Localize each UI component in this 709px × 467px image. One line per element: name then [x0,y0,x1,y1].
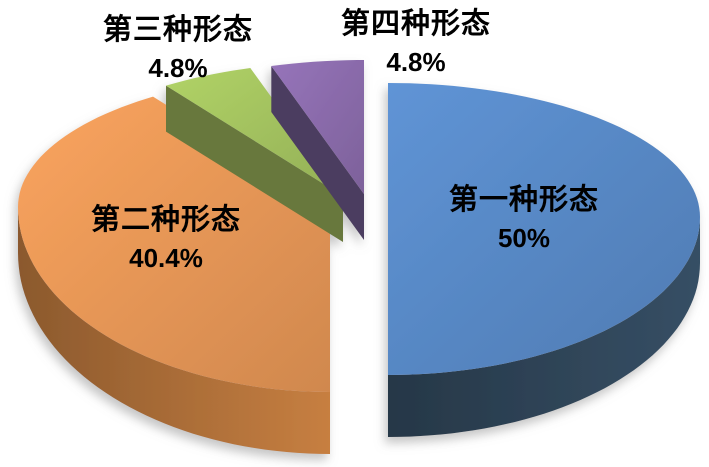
slice-value-first: 50% [497,223,551,254]
slice-label-third: 第三种形态 4.8% [58,14,298,84]
pie-slice-4 [271,60,364,240]
slice-name-second: 第二种形态 [90,204,241,236]
slice-label-second: 第二种形态 40.4% [46,204,286,274]
slice-value-fourth: 4.8% [386,47,446,78]
pie-slice-3 [166,68,343,242]
slice-name-fourth: 第四种形态 [340,8,491,40]
slice-name-third: 第三种形态 [102,14,253,46]
slice-value-third: 4.8% [148,53,208,84]
pie-slice-1 [388,83,700,437]
slice-label-first: 第一种形态 50% [404,184,644,254]
slice-name-first: 第一种形态 [448,184,599,216]
slice-value-second: 40.4% [129,243,203,274]
slice-label-fourth: 第四种形态 4.8% [296,8,536,78]
